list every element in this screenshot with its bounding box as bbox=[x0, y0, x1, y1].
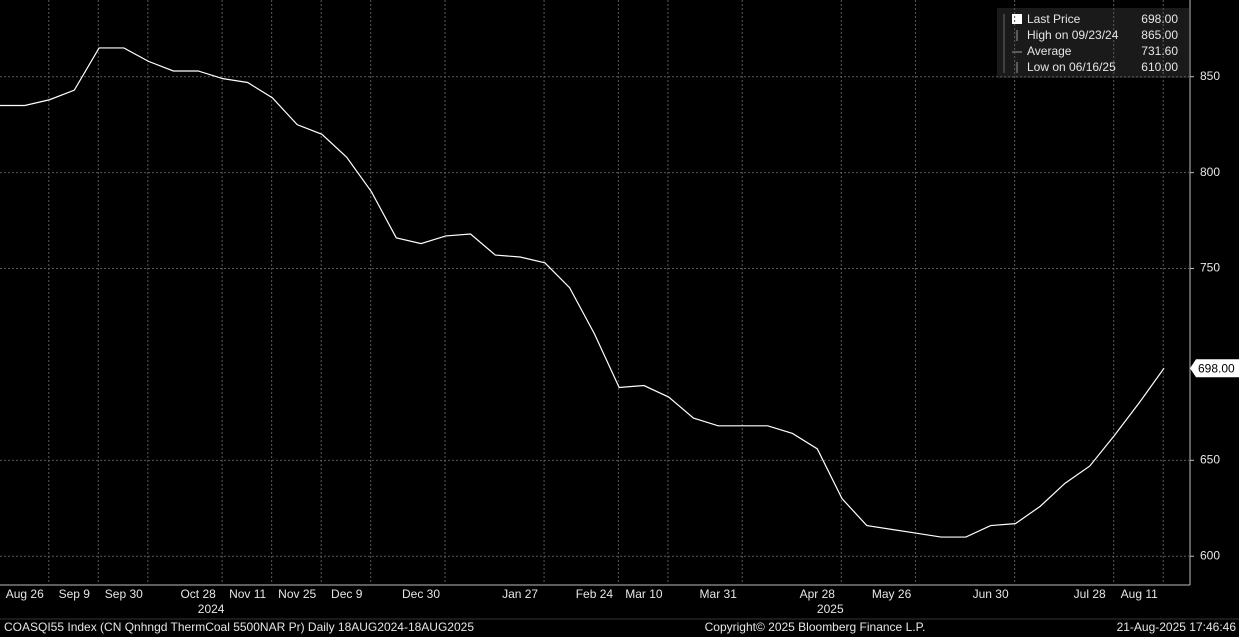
price-line bbox=[0, 47, 1165, 538]
x-tick-label: Jan 27 bbox=[502, 587, 538, 601]
x-tick-label: Aug 11 bbox=[1121, 587, 1158, 601]
x-tick-label: Aug 26 bbox=[6, 587, 44, 601]
footer-center: Copyright© 2025 Bloomberg Finance L.P. bbox=[705, 620, 926, 634]
legend-swatch bbox=[1012, 14, 1022, 24]
x-tick-label: Apr 28 bbox=[800, 587, 836, 601]
x-tick-label: Oct 28 bbox=[180, 587, 216, 601]
x-tick-label: Jul 28 bbox=[1074, 587, 1106, 601]
legend bbox=[997, 8, 1189, 78]
x-tick-label: Sep 9 bbox=[59, 587, 91, 601]
year-label: 2025 bbox=[817, 602, 844, 616]
y-tick-label: 600 bbox=[1200, 548, 1220, 562]
legend-value: 865.00 bbox=[1141, 28, 1178, 42]
y-tick-label: 750 bbox=[1200, 261, 1220, 275]
x-tick-label: Dec 30 bbox=[402, 587, 440, 601]
legend-label: Average bbox=[1027, 44, 1072, 58]
x-tick-label: May 26 bbox=[872, 587, 912, 601]
x-tick-label: Jun 30 bbox=[973, 587, 1009, 601]
x-tick-label: Feb 24 bbox=[576, 587, 614, 601]
footer-left: COASQI55 Index (CN Qnhngd ThermCoal 5500… bbox=[4, 620, 474, 634]
legend-value: 610.00 bbox=[1141, 60, 1178, 74]
legend-value: 698.00 bbox=[1141, 12, 1178, 26]
y-tick-label: 650 bbox=[1200, 452, 1220, 466]
x-tick-label: Sep 30 bbox=[105, 587, 143, 601]
y-tick-label: 800 bbox=[1200, 165, 1220, 179]
y-tick-label: 850 bbox=[1200, 69, 1220, 83]
x-tick-label: Nov 11 bbox=[229, 587, 266, 601]
legend-label: High on 09/23/24 bbox=[1027, 28, 1119, 42]
legend-label: Last Price bbox=[1027, 12, 1081, 26]
x-tick-label: Mar 10 bbox=[625, 587, 663, 601]
footer-right: 21-Aug-2025 17:46:46 bbox=[1117, 620, 1237, 634]
legend-value: 731.60 bbox=[1141, 44, 1178, 58]
legend-label: Low on 06/16/25 bbox=[1027, 60, 1116, 74]
x-tick-label: Nov 25 bbox=[278, 587, 316, 601]
last-tag bbox=[1190, 359, 1239, 378]
x-tick-label: Dec 9 bbox=[331, 587, 363, 601]
legend-box bbox=[997, 8, 1189, 78]
last-label: 698.00 bbox=[1198, 361, 1235, 375]
year-label: 2024 bbox=[198, 602, 225, 616]
x-tick-label: Mar 31 bbox=[700, 587, 738, 601]
